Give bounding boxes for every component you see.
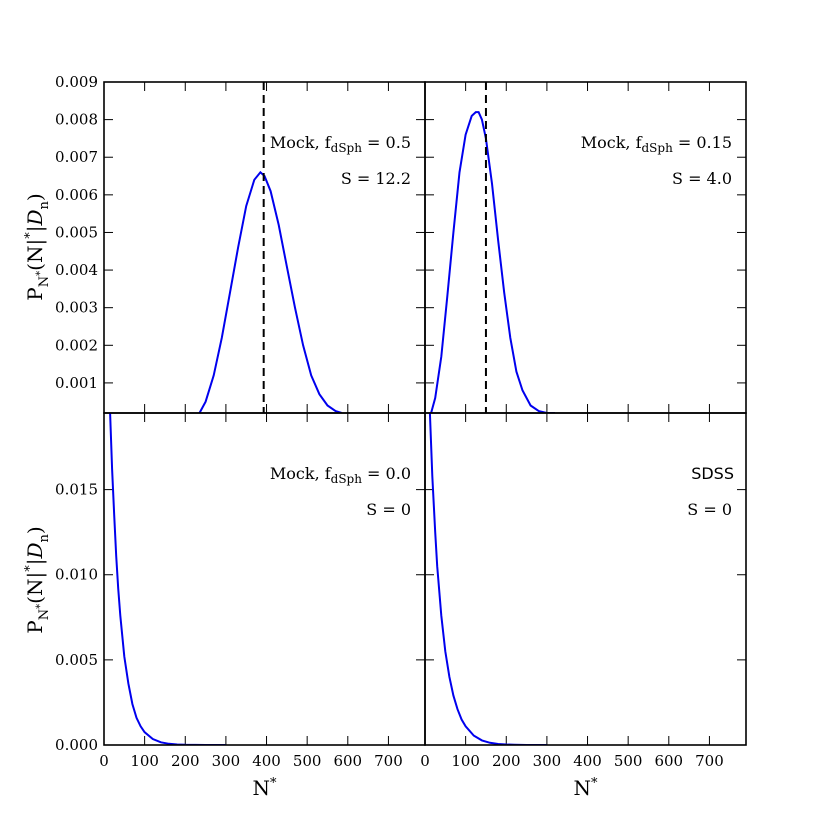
panel-frame [424, 81, 747, 414]
x-axis-label: N* [574, 776, 599, 800]
annotation-label: SDSS [691, 464, 734, 483]
x-tick-label: 500 [293, 752, 322, 770]
x-tick-label: 200 [492, 752, 521, 770]
x-tick-label: 600 [333, 752, 362, 770]
panel-top-left: 0.001 0.002 0.003 0.004 0.005 0.006 0.007 0.008… [55, 73, 426, 414]
y-tick-label: 0.005 [55, 223, 98, 241]
annotation-label: Mock, fdSph = 0.0 [270, 464, 411, 486]
y-tick-label: 0.006 [55, 186, 98, 204]
x-tick-label: 600 [654, 752, 683, 770]
panel-bottom-right: 0 100 200 300 400 500 600 700 N* SDSS S = 0 [420, 412, 747, 800]
posterior-curve [198, 170, 342, 413]
panel-frame [103, 412, 426, 746]
posterior-curve [109, 413, 226, 745]
annotation-significance: S = 0 [687, 500, 732, 519]
x-tick-label: 500 [614, 752, 643, 770]
y-tick-label: 0.001 [55, 374, 98, 392]
y-axis-label-top: PN*(N|*|Dn) [23, 193, 52, 300]
panel-frame [103, 81, 426, 414]
y-tick-label: 0.003 [55, 299, 98, 317]
x-tick-label: 700 [374, 752, 403, 770]
posterior-curve [428, 413, 547, 745]
annotation-label: Mock, fdSph = 0.15 [581, 133, 732, 155]
x-tick-label: 200 [171, 752, 200, 770]
y-tick-label: 0.000 [55, 736, 98, 754]
x-tick-label: 0 [420, 752, 430, 770]
x-axis-label: N* [253, 776, 278, 800]
y-tick-label: 0.009 [55, 73, 98, 91]
annotation-label: Mock, fdSph = 0.5 [270, 133, 411, 155]
posterior-curve [430, 111, 555, 413]
y-tick-label: 0.008 [55, 111, 98, 129]
y-tick-label: 0.004 [55, 261, 98, 279]
annotation-significance: S = 4.0 [672, 169, 732, 188]
x-tick-label: 300 [533, 752, 562, 770]
y-axis-label-bottom: PN*(N|*|Dn) [23, 526, 52, 633]
panel-bottom-left: 0.000 0.005 0.010 0.015 0 100 200 300 400 500 600 7… [55, 412, 426, 800]
x-tick-label: 300 [212, 752, 241, 770]
y-tick-label: 0.002 [55, 336, 98, 354]
y-tick-label: 0.007 [55, 148, 98, 166]
y-tick-label: 0.005 [55, 651, 98, 669]
x-tick-label: 100 [130, 752, 159, 770]
annotation-significance: S = 0 [366, 500, 411, 519]
panel-top-right: Mock, fdSph = 0.15 S = 4.0 [424, 81, 747, 414]
annotation-significance: S = 12.2 [341, 169, 411, 188]
x-tick-label: 700 [695, 752, 724, 770]
x-tick-label: 100 [451, 752, 480, 770]
x-tick-label: 400 [252, 752, 281, 770]
y-tick-label: 0.015 [55, 481, 98, 499]
y-tick-label: 0.010 [55, 566, 98, 584]
x-tick-label: 400 [573, 752, 602, 770]
x-tick-label: 0 [99, 752, 109, 770]
panel-frame [424, 412, 747, 746]
